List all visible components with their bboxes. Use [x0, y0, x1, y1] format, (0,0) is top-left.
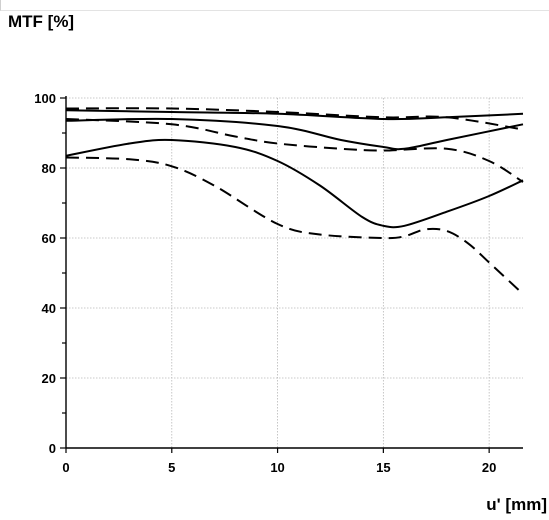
y-tick-label: 100: [34, 91, 56, 106]
y-tick-label: 60: [42, 231, 56, 246]
x-axis-label: u' [mm]: [486, 495, 547, 514]
x-tick-label: 0: [62, 460, 69, 475]
y-tick-label: 20: [42, 371, 56, 386]
x-tick-label: 20: [482, 460, 496, 475]
y-tick-label: 0: [49, 441, 56, 456]
tick-labels: 0 20 40 60 80 100 0 5 10 15 20: [34, 91, 496, 475]
axes: [60, 96, 523, 453]
series-group: [65, 107, 524, 295]
series-line-4-dashed: [65, 118, 524, 183]
y-tick-label: 40: [42, 301, 56, 316]
series-line-5-solid: [65, 138, 524, 229]
x-tick-label: 5: [168, 460, 175, 475]
y-axis-label: MTF [%]: [8, 12, 75, 31]
x-tick-label: 15: [376, 460, 390, 475]
x-tick-label: 10: [270, 460, 284, 475]
series-line-6-dashed: [65, 156, 524, 295]
y-tick-label: 80: [42, 161, 56, 176]
series-line-3-solid: [65, 117, 524, 151]
series-line-2-dashed: [65, 107, 524, 131]
window-top-strip: [0, 0, 549, 11]
grid: [66, 97, 523, 448]
